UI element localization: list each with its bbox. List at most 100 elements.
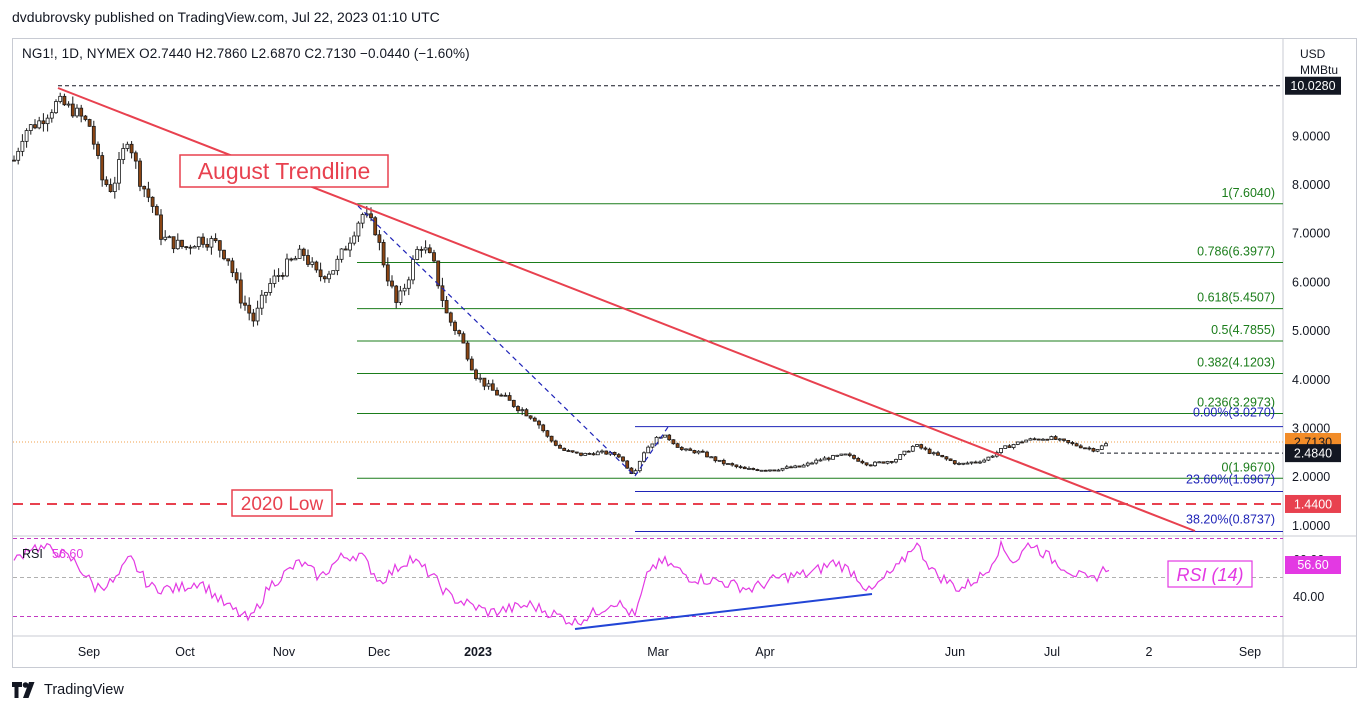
candle-body [83, 115, 88, 120]
candle-body [142, 185, 147, 190]
candle-body [881, 461, 886, 464]
candle-body [125, 143, 130, 149]
candle-body [1104, 443, 1108, 447]
candle-body [306, 255, 310, 265]
candle-body [1032, 438, 1037, 441]
candle-body [58, 95, 63, 102]
candle-body [1003, 445, 1008, 449]
candle-body [860, 460, 865, 464]
candle-body [873, 461, 877, 467]
candle-body [583, 452, 588, 456]
candle-body [537, 420, 541, 426]
candle-body [255, 307, 260, 322]
candle-body [738, 466, 743, 469]
candle-body [180, 239, 184, 248]
candle-body [49, 112, 54, 119]
candle-body [553, 440, 558, 446]
candle-body [864, 462, 869, 466]
candle-body [1007, 445, 1012, 448]
candle-body [297, 248, 302, 259]
candle-body [902, 450, 907, 455]
candle-body [436, 260, 441, 287]
candle-body [486, 383, 491, 387]
candle-body [272, 275, 277, 284]
candle-body [604, 450, 609, 455]
candle-body [511, 399, 516, 407]
candle-body [423, 247, 428, 251]
candle-body [360, 214, 365, 224]
candle-body [969, 461, 974, 464]
candle-body [201, 236, 205, 245]
candle-body [108, 184, 113, 192]
candle-body [616, 454, 621, 458]
candle-body [419, 248, 424, 251]
candle-body [289, 258, 294, 261]
fib-ext-label: 23.60%(1.6967) [1186, 472, 1275, 486]
y-tick-label: 1.0000 [1292, 519, 1330, 533]
candle-body [709, 456, 714, 459]
candle-body [516, 406, 520, 412]
candle-body [574, 451, 579, 454]
candle-body [453, 321, 457, 331]
candle-body [16, 150, 21, 161]
candle-body [990, 455, 995, 458]
y-tick-label: 7.0000 [1292, 227, 1330, 241]
candle-body [591, 453, 596, 456]
candle-body [721, 459, 726, 465]
rsi-divergence-line [574, 593, 873, 630]
candle-body [646, 446, 651, 454]
candle-body [1015, 441, 1020, 445]
august-trendline-box [179, 154, 389, 188]
candle-body [742, 466, 747, 470]
candle-body [642, 452, 646, 462]
rsi-panel-box [1167, 560, 1253, 588]
candle-body [369, 213, 373, 219]
candle-body [1083, 447, 1087, 450]
candle-body [331, 270, 336, 275]
rsi-tick-label: 40.00 [1293, 590, 1324, 604]
candle-body [637, 460, 642, 472]
candle-body [251, 312, 256, 322]
y-tick-label: 8.0000 [1292, 178, 1330, 192]
publish-note: dvdubrovsky published on TradingView.com… [12, 9, 440, 25]
candle-body [734, 464, 739, 468]
candle-body [667, 434, 672, 441]
candle-body [146, 188, 151, 198]
x-tick-label: 2 [1146, 645, 1153, 659]
candle-body [91, 125, 96, 145]
candle-body [986, 456, 991, 461]
candle-body [12, 159, 16, 162]
candle-body [444, 300, 449, 314]
candle-body [549, 435, 554, 442]
y-tick-label: 5.0000 [1292, 324, 1330, 338]
candle-body [28, 124, 33, 131]
fib-ext-label: 0.00%(3.0270) [1193, 406, 1275, 420]
candle-body [751, 468, 756, 470]
candle-body [923, 447, 928, 450]
currency-line1: USD [1300, 47, 1326, 61]
candle-body [797, 465, 802, 468]
candle-body [45, 117, 50, 125]
y-tick-label: 4.0000 [1292, 373, 1330, 387]
currency-unit[interactable]: USD MMBtu [1300, 46, 1338, 78]
decline-measure-line [357, 205, 636, 477]
candle-body [940, 454, 945, 458]
candle-body [495, 389, 499, 396]
candle-body [961, 462, 966, 465]
candle-body [394, 285, 399, 303]
candle-body [595, 451, 600, 456]
candle-body [163, 236, 168, 240]
candle-body [196, 236, 201, 247]
candle-body [952, 460, 957, 465]
x-tick-label: Nov [273, 645, 296, 659]
candle-body [503, 394, 508, 397]
candle-body [1020, 441, 1024, 444]
candle-body [474, 369, 478, 380]
candle-body [285, 258, 289, 277]
fib-level-label: 1(7.6040) [1221, 186, 1275, 200]
fib-level-label: 0.382(4.1203) [1197, 355, 1275, 369]
candle-body [66, 103, 71, 106]
candle-body [856, 457, 861, 462]
candle-body [1078, 445, 1083, 449]
